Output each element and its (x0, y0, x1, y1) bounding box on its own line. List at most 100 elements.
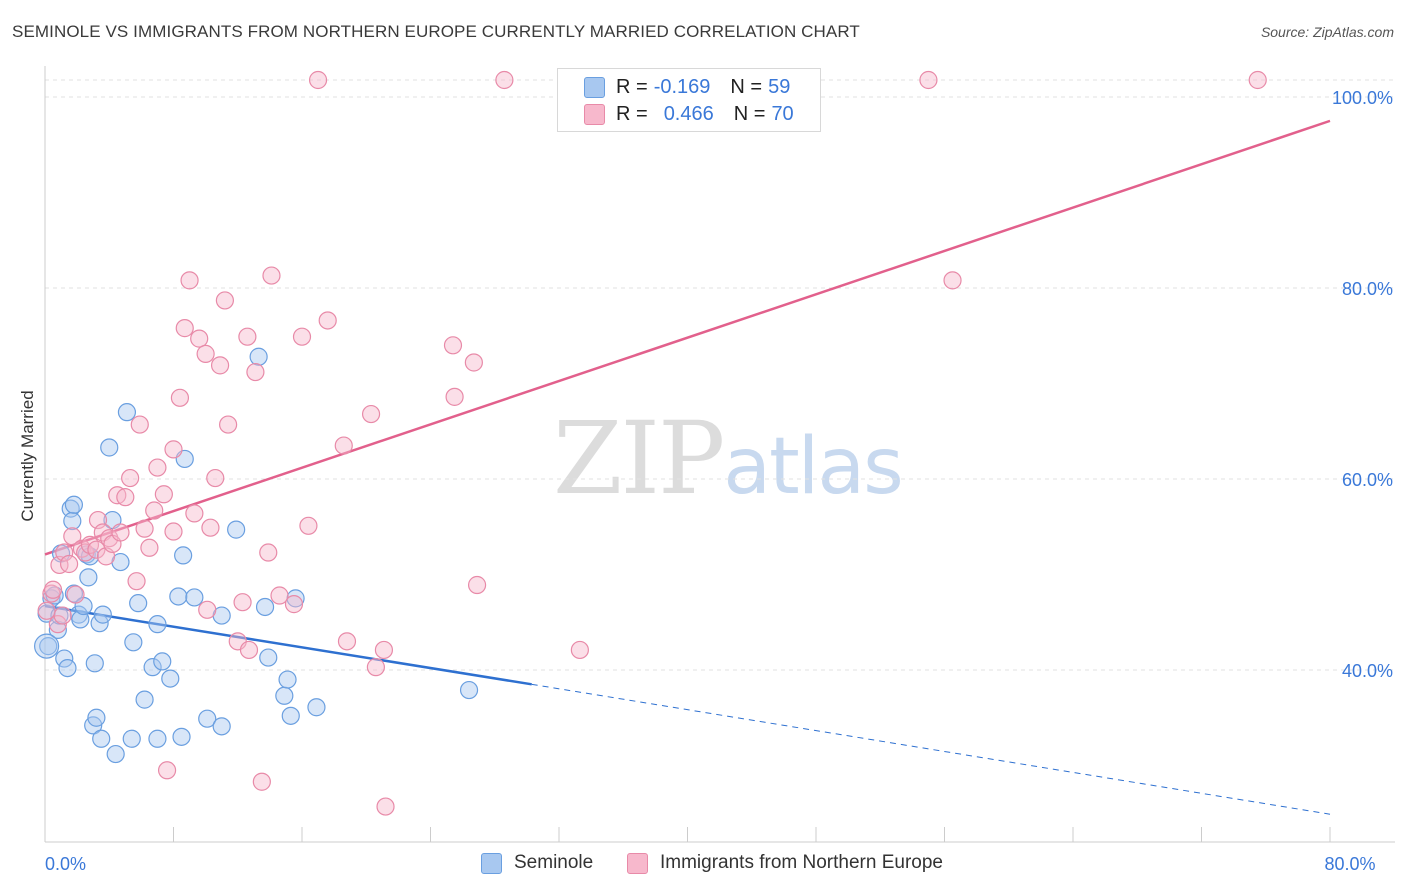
axes (44, 66, 1395, 843)
tick-labels: 40.0% 60.0% 80.0% 100.0% 0.0% 80.0% (45, 88, 1393, 874)
point-seminole (148, 729, 167, 748)
point-immigrants (157, 761, 177, 780)
point-seminole (129, 594, 148, 613)
watermark-zip: ZIP (553, 400, 725, 517)
trend-lines (44, 119, 1331, 815)
point-immigrants (130, 415, 149, 434)
point-immigrants (121, 468, 140, 488)
legend-label-immigrants: Immigrants from Northern Europe (660, 852, 943, 873)
r-value: -0.169 (653, 75, 711, 98)
r-label: R = (616, 102, 648, 125)
point-immigrants (262, 266, 281, 285)
point-seminole (174, 546, 193, 565)
point-immigrants (116, 488, 135, 507)
point-immigrants (55, 543, 74, 562)
point-immigrants (374, 640, 394, 660)
point-immigrants (170, 388, 190, 407)
point-immigrants (292, 327, 312, 346)
point-seminole (71, 610, 90, 629)
point-immigrants (48, 615, 67, 634)
point-immigrants (206, 468, 225, 488)
point-immigrants (366, 658, 385, 677)
y-tick-label: 100.0% (1332, 88, 1393, 108)
point-immigrants (299, 516, 318, 535)
chart-title: SEMINOLE VS IMMIGRANTS FROM NORTHERN EUR… (12, 22, 860, 41)
point-seminole (39, 637, 58, 656)
legend-swatch-immigrants (627, 852, 648, 874)
y-tick-label: 40.0% (1342, 661, 1393, 681)
point-seminole (85, 654, 104, 673)
point-seminole (172, 727, 191, 746)
point-immigrants (140, 538, 159, 557)
point-immigrants (284, 595, 304, 614)
stats-box: R = -0.169 N = 59 R = 0.466 N = 70 (557, 68, 821, 132)
point-immigrants (63, 527, 82, 546)
point-immigrants (87, 540, 106, 559)
point-immigrants (198, 600, 217, 619)
point-immigrants (43, 580, 63, 599)
point-immigrants (201, 518, 220, 537)
point-seminole (259, 648, 278, 667)
point-seminole (64, 584, 84, 603)
point-seminole (48, 620, 67, 639)
n-label: N = (733, 102, 766, 125)
legend-swatch-seminole (481, 852, 502, 874)
point-immigrants (219, 415, 238, 434)
point-immigrants (154, 485, 173, 504)
point-immigrants (175, 319, 194, 338)
watermark: ZIPatlas (553, 400, 904, 517)
point-seminole (122, 729, 141, 748)
point-immigrants (135, 519, 154, 538)
point-seminole (55, 649, 74, 668)
point-immigrants (180, 271, 199, 290)
data-points (34, 70, 1267, 816)
point-seminole (93, 605, 112, 624)
point-immigrants (164, 522, 183, 541)
point-immigrants (215, 291, 234, 310)
point-seminole (100, 438, 119, 457)
point-immigrants (570, 640, 589, 660)
point-immigrants (210, 356, 230, 375)
point-seminole (255, 597, 275, 617)
legend-item-seminole[interactable]: Seminole (481, 852, 593, 874)
point-seminole (161, 669, 180, 688)
x-tick-label: 0.0% (45, 854, 86, 874)
point-immigrants (467, 575, 487, 595)
point-seminole (185, 588, 204, 607)
point-seminole (79, 568, 98, 587)
point-immigrants (308, 70, 328, 90)
stats-swatch-immigrants (584, 104, 605, 125)
point-immigrants (111, 523, 130, 542)
point-immigrants (190, 329, 209, 348)
point-immigrants (37, 601, 56, 620)
x-tick-label: 80.0% (1324, 854, 1375, 874)
stats-row-seminole: R = -0.169 N = 59 (584, 74, 790, 100)
point-seminole (58, 658, 77, 678)
point-immigrants (259, 543, 278, 562)
point-immigrants (148, 458, 167, 477)
point-seminole (275, 686, 294, 705)
point-immigrants (464, 353, 483, 372)
y-axis-label: Currently Married (18, 390, 37, 522)
point-immigrants (943, 271, 962, 290)
point-seminole (278, 670, 297, 689)
stats-row-immigrants: R = 0.466 N = 70 (584, 101, 794, 127)
point-seminole (281, 706, 300, 725)
point-immigrants (239, 640, 259, 660)
point-immigrants (337, 632, 357, 651)
point-immigrants (1248, 70, 1267, 90)
point-immigrants (53, 606, 72, 625)
point-immigrants (334, 436, 353, 455)
point-immigrants (238, 327, 257, 346)
point-seminole (117, 403, 137, 422)
point-immigrants (270, 586, 289, 605)
point-immigrants (495, 70, 514, 90)
point-immigrants (919, 70, 938, 90)
legend-item-immigrants[interactable]: Immigrants from Northern Europe (627, 852, 943, 874)
point-seminole (459, 680, 479, 700)
r-value: 0.466 (663, 102, 714, 125)
point-immigrants (246, 362, 265, 382)
point-seminole (153, 652, 172, 671)
trend-line-seminole-extrapolated (531, 683, 1331, 815)
